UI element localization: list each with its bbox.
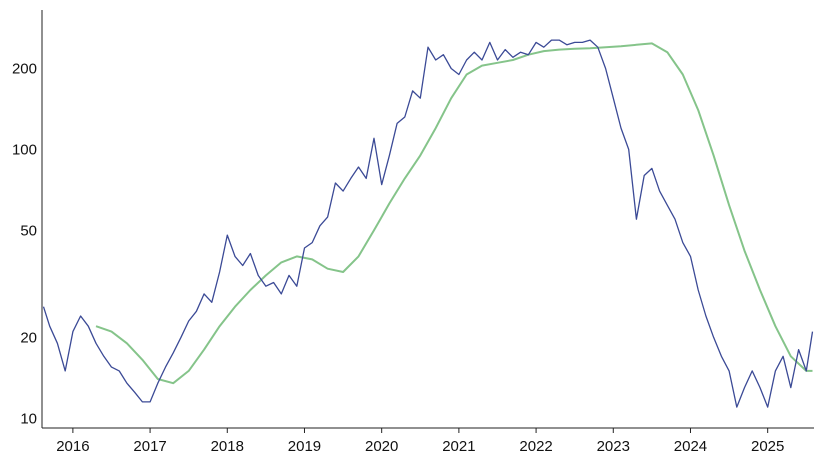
y-tick-label: 20 xyxy=(20,329,37,346)
x-tick-label: 2024 xyxy=(674,438,707,452)
moving-average-series-line xyxy=(95,42,813,385)
y-tick-label: 10 xyxy=(20,410,37,427)
x-tick-label: 2021 xyxy=(442,438,475,452)
series-layer xyxy=(42,39,814,408)
x-tick-label: 2017 xyxy=(133,438,166,452)
x-tick-label: 2025 xyxy=(751,438,784,452)
x-tick-label: 2020 xyxy=(365,438,398,452)
x-tick-label: 2022 xyxy=(519,438,552,452)
y-tick-label: 50 xyxy=(20,222,37,239)
x-axis: 2016 2017 2018 2019 2020 2021 2022 2023 2024 2025 xyxy=(42,427,814,452)
x-tick-label: 2023 xyxy=(597,438,630,452)
x-tick-label: 2018 xyxy=(211,438,244,452)
x-tick-label: 2019 xyxy=(288,438,321,452)
y-axis: 10 20 50 100 200 xyxy=(12,10,43,428)
y-tick-label: 100 xyxy=(12,141,37,158)
y-tick-label: 200 xyxy=(12,60,37,77)
x-tick-label: 2016 xyxy=(56,438,89,452)
price-series-line xyxy=(42,39,814,408)
